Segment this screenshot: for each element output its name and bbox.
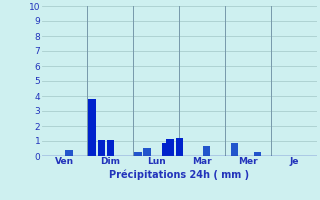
Bar	[88, 99, 96, 156]
Bar	[143, 148, 151, 156]
Bar	[107, 140, 114, 156]
Bar	[176, 138, 183, 156]
Bar	[166, 139, 174, 156]
Bar	[253, 152, 261, 156]
Bar	[203, 146, 210, 156]
Bar	[66, 150, 73, 156]
Bar	[134, 152, 141, 156]
Bar	[98, 140, 105, 156]
Bar	[231, 142, 238, 156]
X-axis label: Précipitations 24h ( mm ): Précipitations 24h ( mm )	[109, 169, 249, 180]
Bar	[162, 142, 169, 156]
